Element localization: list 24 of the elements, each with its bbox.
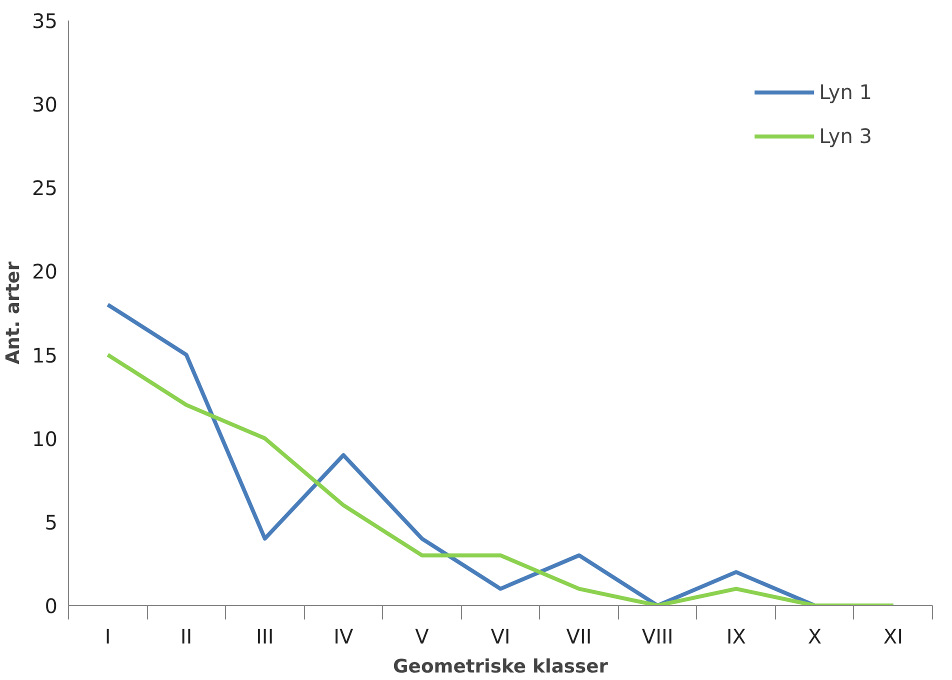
x-tick-label: II bbox=[180, 624, 192, 648]
y-tick-label: 25 bbox=[32, 176, 58, 200]
x-tick-label: VIII bbox=[642, 624, 674, 648]
x-tick-label: XI bbox=[883, 624, 904, 648]
y-tick-label: 30 bbox=[32, 92, 58, 117]
x-tick-label: IV bbox=[334, 624, 354, 648]
x-axis-title: Geometriske klasser bbox=[393, 656, 609, 678]
x-tick-label: I bbox=[104, 624, 111, 648]
y-tick-label: 10 bbox=[32, 426, 58, 451]
y-tick-label: 35 bbox=[32, 9, 58, 33]
x-tick-label: VI bbox=[490, 624, 510, 648]
y-tick-label: 0 bbox=[44, 594, 58, 618]
y-tick-label: 20 bbox=[32, 260, 58, 284]
y-tick-label: 5 bbox=[44, 510, 58, 534]
y-axis-title: Ant. arter bbox=[3, 260, 24, 364]
x-tick-label: V bbox=[415, 624, 430, 648]
y-tick-label: 15 bbox=[32, 343, 58, 368]
legend-label: Lyn 1 bbox=[819, 80, 872, 104]
x-tick-label: IX bbox=[726, 624, 746, 648]
x-tick-label: X bbox=[808, 624, 822, 648]
line-series bbox=[106, 352, 896, 606]
x-tick-label: III bbox=[256, 624, 274, 648]
legend-label: Lyn 3 bbox=[819, 124, 872, 148]
x-tick-label: VII bbox=[566, 624, 592, 648]
